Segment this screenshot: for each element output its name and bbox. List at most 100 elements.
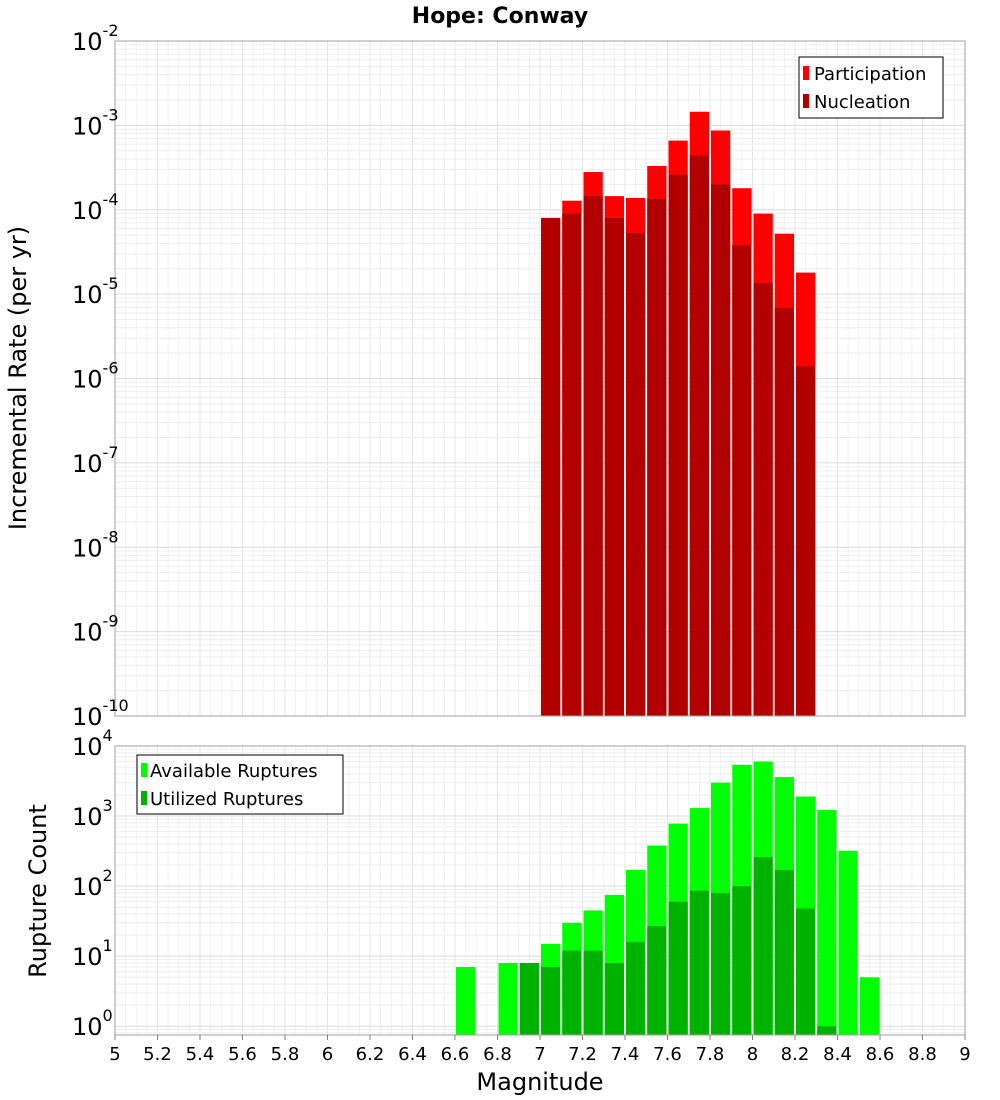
x-tick-label: 5 bbox=[109, 1044, 120, 1065]
y-tick-label: 10-9 bbox=[72, 612, 119, 647]
x-tick-label: 9 bbox=[959, 1044, 970, 1065]
count-bars bbox=[456, 761, 879, 1035]
rate-bar-series2 bbox=[732, 245, 752, 717]
x-tick-label: 6.2 bbox=[356, 1044, 385, 1065]
rate-bar-series2 bbox=[626, 233, 646, 716]
y-tick-label: 102 bbox=[72, 866, 113, 901]
rate-bar-series2 bbox=[541, 217, 561, 716]
y-tick-exponent: -5 bbox=[103, 274, 119, 293]
x-tick-label: 8.6 bbox=[866, 1044, 895, 1065]
count-bar-series2 bbox=[562, 950, 582, 1035]
x-tick-label: 8.2 bbox=[781, 1044, 810, 1065]
x-tick-label: 6.6 bbox=[441, 1044, 470, 1065]
count-bar-series2 bbox=[753, 857, 773, 1035]
y-tick-label: 100 bbox=[72, 1006, 113, 1041]
nucleation-legend-swatch bbox=[803, 94, 809, 108]
available-legend-swatch bbox=[141, 763, 147, 777]
count-bar-series2 bbox=[604, 962, 624, 1035]
x-tick-label: 8 bbox=[747, 1044, 758, 1065]
x-tick-label: 6 bbox=[322, 1044, 333, 1065]
y-tick-exponent: -10 bbox=[103, 696, 129, 715]
count-bar-series2 bbox=[647, 925, 667, 1035]
available-legend-label: Available Ruptures bbox=[150, 761, 318, 782]
x-tick-label: 7.8 bbox=[696, 1044, 725, 1065]
participation-legend-label: Participation bbox=[814, 64, 926, 85]
count-bar-series2 bbox=[732, 886, 752, 1035]
count-bar-series2 bbox=[817, 1026, 837, 1035]
x-tick-label: 7.4 bbox=[611, 1044, 640, 1065]
y-tick-exponent: 2 bbox=[103, 866, 113, 885]
count-y-axis-label: Rupture Count bbox=[24, 804, 52, 978]
count-bar-series2 bbox=[626, 941, 646, 1035]
rate-gridlines bbox=[114, 41, 966, 716]
rate-bar-series2 bbox=[753, 283, 773, 716]
rate-bar-series2 bbox=[604, 217, 624, 716]
x-tick-label: 6.8 bbox=[483, 1044, 512, 1065]
y-tick-label: 104 bbox=[72, 726, 113, 761]
rate-bar-series2 bbox=[796, 366, 816, 716]
count-bar-series2 bbox=[774, 869, 794, 1035]
rate-y-axis-label: Incremental Rate (per yr) bbox=[4, 226, 32, 530]
y-tick-label: 10-7 bbox=[72, 443, 119, 478]
count-bar-series1 bbox=[456, 967, 476, 1035]
y-tick-exponent: 3 bbox=[103, 796, 113, 815]
count-legend: Available Ruptures Utilized Ruptures bbox=[136, 754, 344, 815]
rate-plot-border bbox=[114, 40, 966, 717]
x-tick-label: 6.4 bbox=[398, 1044, 427, 1065]
utilized-legend-swatch bbox=[141, 791, 147, 805]
rate-bar-series2 bbox=[668, 174, 688, 716]
count-bar-series2 bbox=[796, 908, 816, 1035]
count-bar-series1 bbox=[859, 977, 879, 1035]
rate-panel: 10-10 10-9 10-8 10-7 10-6 10-5 10-4 10-3 10-2 In… bbox=[4, 21, 966, 731]
count-bar-series2 bbox=[541, 967, 561, 1035]
y-tick-exponent: -4 bbox=[103, 190, 119, 209]
count-bar-series1 bbox=[498, 962, 518, 1035]
x-tick-label: 5.6 bbox=[228, 1044, 257, 1065]
participation-legend-swatch bbox=[803, 66, 809, 80]
count-x-ticks: 5 5.2 5.4 5.6 5.8 6 6.2 6.4 6.6 6.8 7 7.2 7.4 7.6 7.8 8… bbox=[109, 1035, 971, 1065]
y-tick-label: 10-8 bbox=[72, 527, 119, 562]
utilized-legend-label: Utilized Ruptures bbox=[150, 789, 303, 810]
x-tick-label: 5.8 bbox=[271, 1044, 300, 1065]
y-tick-label: 10-4 bbox=[72, 190, 119, 225]
x-tick-label: 8.8 bbox=[908, 1044, 937, 1065]
count-bar-series2 bbox=[583, 950, 603, 1035]
count-bar-series2 bbox=[689, 890, 709, 1035]
count-legend-box bbox=[136, 754, 344, 815]
y-tick-exponent: 4 bbox=[103, 726, 113, 745]
rate-bars bbox=[541, 111, 816, 717]
y-tick-label: 10-5 bbox=[72, 274, 119, 309]
x-tick-label: 7 bbox=[534, 1044, 545, 1065]
count-bar-series2 bbox=[711, 892, 731, 1035]
y-tick-exponent: -2 bbox=[103, 21, 119, 40]
y-tick-label: 10-6 bbox=[72, 359, 119, 394]
rate-bar-series2 bbox=[647, 198, 667, 717]
count-bar-series2 bbox=[668, 901, 688, 1035]
rate-bar-series2 bbox=[689, 155, 709, 716]
rate-legend-box bbox=[798, 56, 944, 119]
y-tick-exponent: 1 bbox=[103, 936, 113, 955]
y-tick-label: 103 bbox=[72, 796, 113, 831]
x-axis-label: Magnitude bbox=[476, 1068, 603, 1096]
y-tick-label: 10-10 bbox=[72, 696, 129, 731]
x-tick-label: 7.6 bbox=[653, 1044, 682, 1065]
y-tick-exponent: -9 bbox=[103, 612, 119, 631]
chart-title: Hope: Conway bbox=[412, 4, 588, 29]
count-bar-series1 bbox=[838, 850, 858, 1035]
x-tick-label: 5.4 bbox=[186, 1044, 215, 1065]
y-tick-exponent: -3 bbox=[103, 105, 119, 124]
rate-legend: Participation Nucleation bbox=[798, 56, 944, 119]
y-tick-exponent: 0 bbox=[103, 1006, 113, 1025]
y-tick-label: 10-2 bbox=[72, 21, 119, 56]
count-bar-series2 bbox=[519, 962, 539, 1035]
y-tick-label: 101 bbox=[72, 936, 113, 971]
x-tick-label: 8.4 bbox=[823, 1044, 852, 1065]
rate-bar-series2 bbox=[583, 196, 603, 716]
rate-bar-series2 bbox=[774, 307, 794, 716]
x-tick-label: 7.2 bbox=[568, 1044, 597, 1065]
y-tick-label: 10-3 bbox=[72, 105, 119, 140]
x-tick-label: 5.2 bbox=[143, 1044, 172, 1065]
